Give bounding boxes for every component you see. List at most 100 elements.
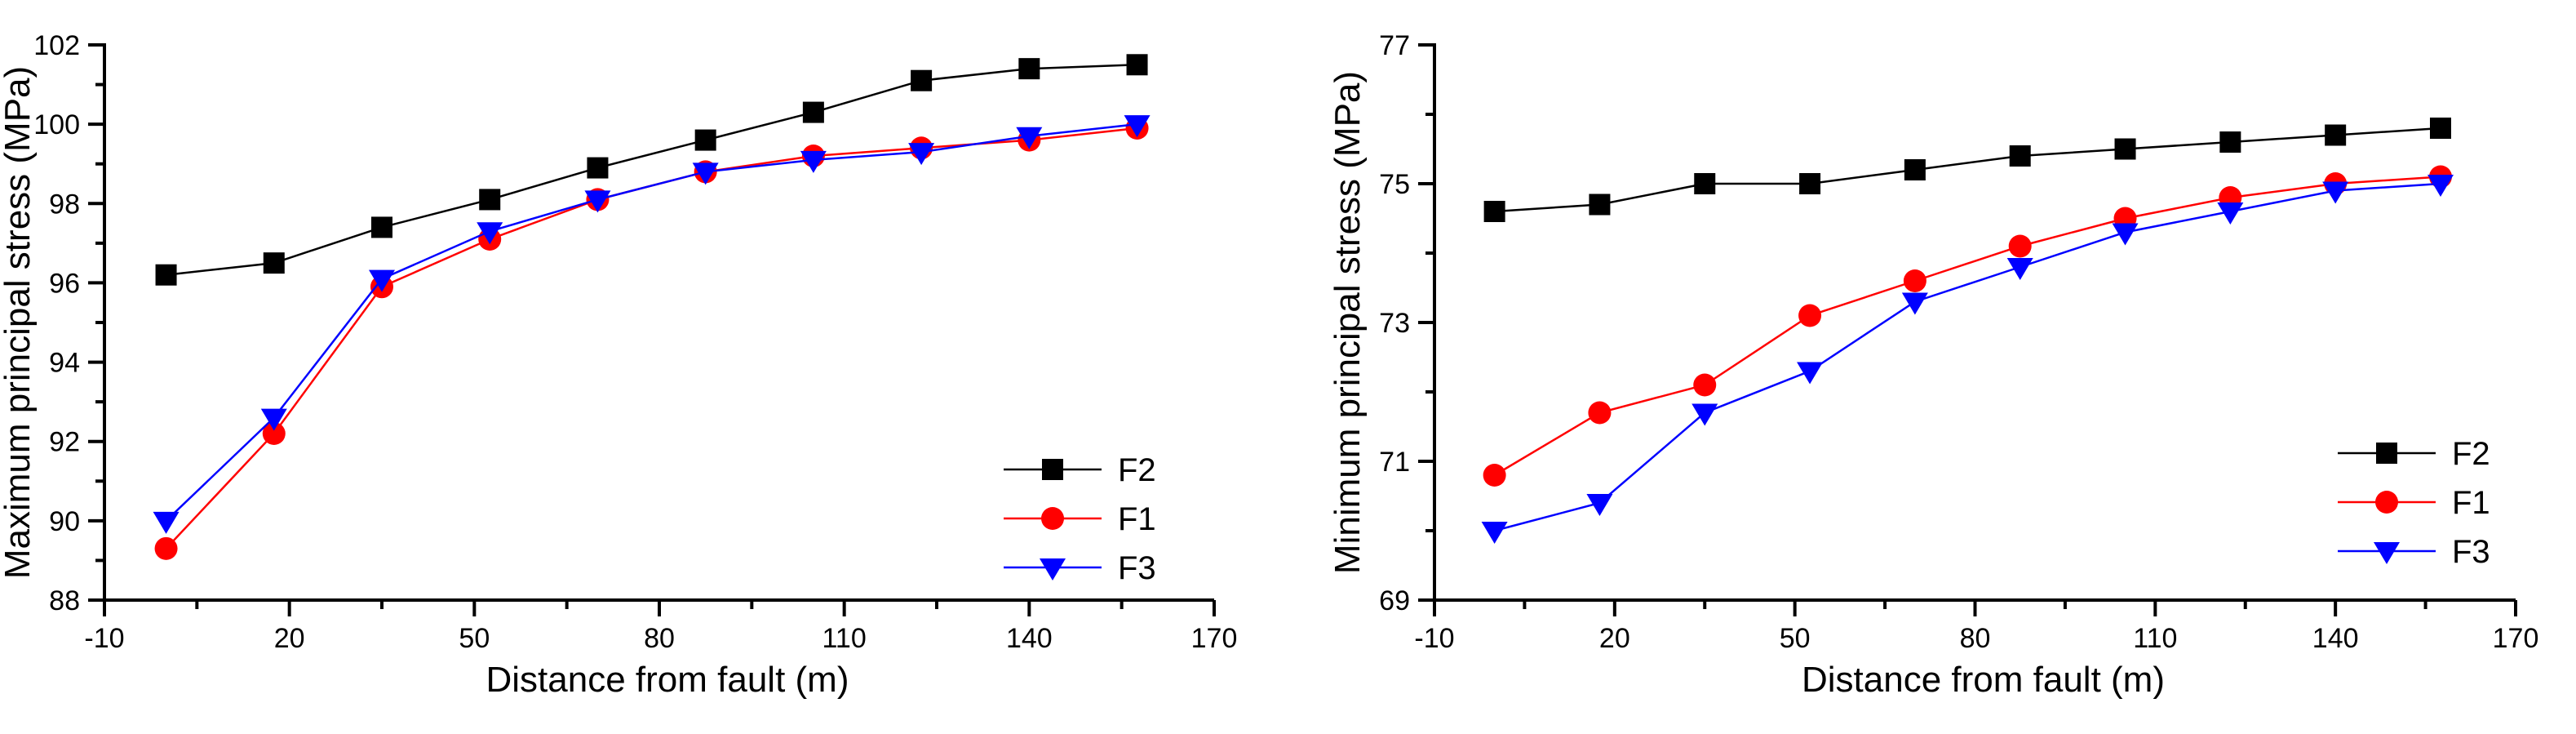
- series-f1-point: [1483, 464, 1506, 487]
- series-f2-line: [1494, 127, 2441, 213]
- legend-item-f1-label: F1: [1118, 501, 1156, 537]
- legend-item-f2-marker: [2376, 443, 2397, 464]
- series-f3: [1481, 175, 2454, 544]
- series-f2-point: [2114, 138, 2136, 160]
- series-f3-point: [369, 269, 395, 292]
- series-f3-point: [260, 408, 287, 431]
- series-f2-point: [911, 69, 933, 91]
- series-f1-point: [262, 422, 286, 445]
- series-f2-point: [1018, 58, 1040, 80]
- legend-item-f1: F1: [1004, 501, 1156, 537]
- series-f3-point: [584, 190, 611, 213]
- series-f2-point: [2009, 145, 2031, 167]
- y-tick-label: 94: [49, 348, 80, 379]
- series-f2-point: [2219, 131, 2241, 153]
- legend-item-f3: F3: [2338, 534, 2490, 570]
- series-f3-point: [2006, 258, 2033, 280]
- y-tick-label: 92: [49, 427, 80, 458]
- legend-item-f3-marker: [2374, 542, 2400, 564]
- series-f2-point: [371, 216, 392, 238]
- series-f1: [1483, 165, 2452, 487]
- series-f3: [153, 115, 1151, 534]
- x-tick-label: 140: [2312, 623, 2359, 654]
- x-axis-title: Distance from fault (m): [1802, 660, 2165, 700]
- series-f2-point: [263, 252, 285, 274]
- series-f3-point: [908, 143, 935, 166]
- series-f2-point: [1483, 201, 1505, 222]
- series-f1-point: [1693, 373, 1717, 397]
- legend-item-f3-marker: [1040, 558, 1066, 581]
- x-axis-title: Distance from fault (m): [486, 660, 849, 700]
- y-axis-title: Maximum principal stress (MPa): [0, 66, 38, 579]
- series-f3-point: [2427, 175, 2454, 197]
- series-f2-point: [694, 129, 716, 151]
- x-tick-label: 170: [2493, 623, 2539, 654]
- series-f2-point: [1589, 194, 1611, 216]
- legend-item-f1-label: F1: [2452, 485, 2490, 521]
- series-f2-point: [2429, 118, 2451, 139]
- series-f3-point: [2217, 202, 2244, 225]
- y-tick-label: 96: [49, 268, 80, 299]
- legend-item-f2: F2: [2338, 436, 2490, 472]
- series-f2: [1483, 118, 2451, 222]
- series-f1-point: [1798, 304, 1822, 327]
- y-tick-label: 75: [1379, 169, 1410, 200]
- series-f3-point: [477, 222, 503, 245]
- series-f2-point: [1904, 159, 1926, 180]
- y-tick-label: 73: [1379, 308, 1410, 339]
- series-f2-point: [802, 101, 824, 123]
- legend: F2 F1 F3: [2338, 436, 2490, 570]
- series-f3-line: [165, 122, 1137, 522]
- legend: F2 F1 F3: [1004, 452, 1156, 586]
- left-chart: -10 20 50 80 110 140 170 88 90 92 94 96 98 100 102 Dist…: [0, 30, 1237, 700]
- y-tick-label: 100: [33, 109, 80, 140]
- legend-item-f1: F1: [2338, 485, 2490, 521]
- x-tick-label: 170: [1191, 623, 1238, 654]
- series-f2-line: [166, 64, 1137, 276]
- series-f2-point: [1799, 173, 1821, 194]
- legend-item-f1-marker: [1041, 507, 1064, 530]
- x-tick-label: 50: [1780, 623, 1811, 654]
- series-f3-point: [800, 150, 827, 173]
- series-f3-point: [1901, 292, 1928, 315]
- series-f2: [155, 54, 1148, 286]
- legend-item-f2-label: F2: [1118, 452, 1156, 488]
- y-tick-label: 88: [49, 585, 80, 616]
- x-tick-label: 140: [1006, 623, 1053, 654]
- legend-item-f3: F3: [1004, 550, 1156, 586]
- right-chart: -10 20 50 80 110 140 170 69 71 73 75 77 Distance fro…: [1328, 30, 2538, 700]
- series-f2-point: [479, 189, 501, 211]
- series-f3-point: [2112, 223, 2139, 246]
- series-f3-point: [153, 511, 180, 534]
- series-f2-point: [587, 157, 609, 179]
- y-tick-label: 77: [1379, 30, 1410, 61]
- series-f2-point: [2325, 124, 2347, 146]
- series-f1-point: [2008, 234, 2032, 258]
- x-tick-label: 20: [1599, 623, 1630, 654]
- series-f3-point: [1481, 522, 1508, 544]
- y-tick-label: 98: [49, 189, 80, 220]
- x-tick-label: 110: [2133, 623, 2177, 654]
- legend-item-f2-marker: [1042, 459, 1063, 480]
- series-f2-point: [1126, 54, 1148, 76]
- legend-item-f3-label: F3: [1118, 550, 1156, 586]
- series-f3-point: [1797, 362, 1824, 385]
- series-f1-line: [1493, 176, 2441, 477]
- y-tick-label: 102: [33, 30, 80, 61]
- series-f3-point: [2322, 181, 2349, 204]
- series-f3-point: [692, 162, 719, 185]
- series-f3-point: [1016, 127, 1043, 149]
- x-tick-label: -10: [84, 623, 124, 654]
- x-tick-label: -10: [1414, 623, 1454, 654]
- x-tick-label: 20: [274, 623, 305, 654]
- series-f2-point: [155, 264, 177, 286]
- legend-item-f3-label: F3: [2452, 534, 2490, 570]
- x-tick-label: 80: [644, 623, 675, 654]
- y-tick-label: 71: [1379, 447, 1410, 478]
- y-tick-label: 90: [49, 506, 80, 537]
- series-f1-point: [1588, 401, 1612, 425]
- x-tick-label: 110: [822, 623, 867, 654]
- legend-item-f2-label: F2: [2452, 436, 2490, 472]
- y-tick-label: 69: [1379, 585, 1410, 616]
